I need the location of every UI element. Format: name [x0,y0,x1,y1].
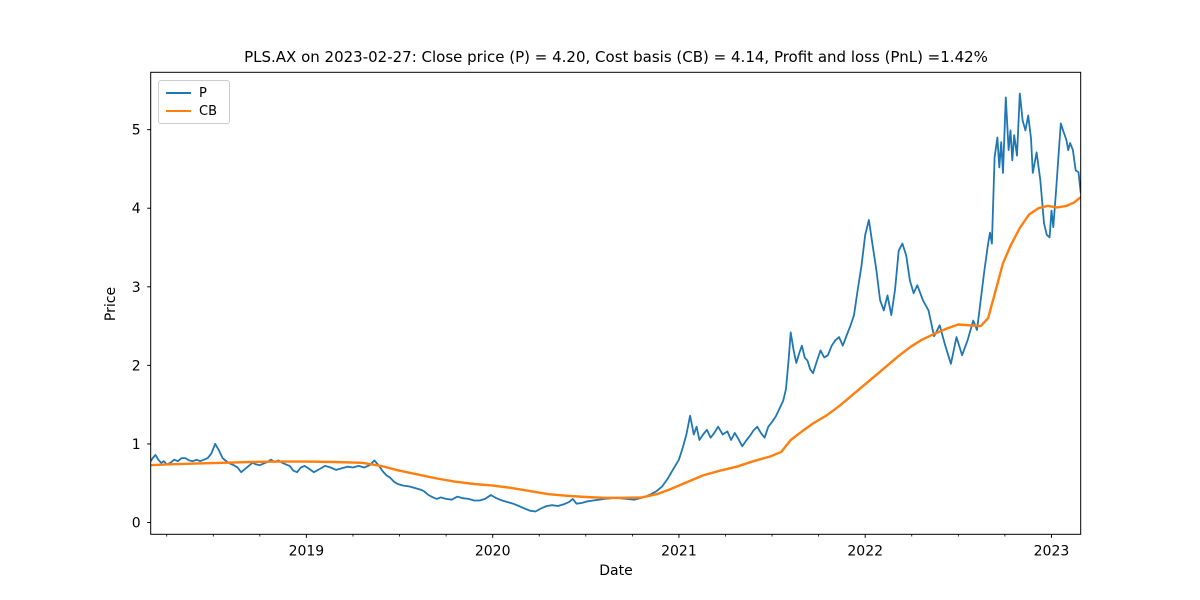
x-axis-label: Date [599,563,633,579]
legend-item-cb: CB [166,105,222,118]
y-axis-label: Price [103,286,119,322]
x-tick-label: 2023 [1034,543,1070,559]
plot-border [150,71,1082,535]
legend-label-p: P [199,85,207,101]
cost-basis-line [150,195,1081,499]
p-line-swatch [166,91,191,95]
x-tick-label: 2021 [661,543,697,559]
y-tick-label: 0 [132,516,141,532]
chart-title: PLS.AX on 2023-02-27: Close price (P) = … [244,48,988,66]
y-tick-label: 5 [132,123,141,139]
legend-item-p: P [166,87,222,100]
x-tick-label: 2019 [289,543,325,559]
y-tick-label: 3 [132,280,141,296]
y-tick-label: 1 [132,437,141,453]
y-tick-label: 4 [132,201,141,217]
legend: P CB [158,80,230,124]
x-tick-label: 2022 [847,543,883,559]
x-tick-label: 2020 [475,543,511,559]
price-line [150,92,1081,513]
cb-line-swatch [166,109,191,113]
legend-label-cb: CB [199,103,217,119]
y-tick-label: 2 [132,358,141,374]
